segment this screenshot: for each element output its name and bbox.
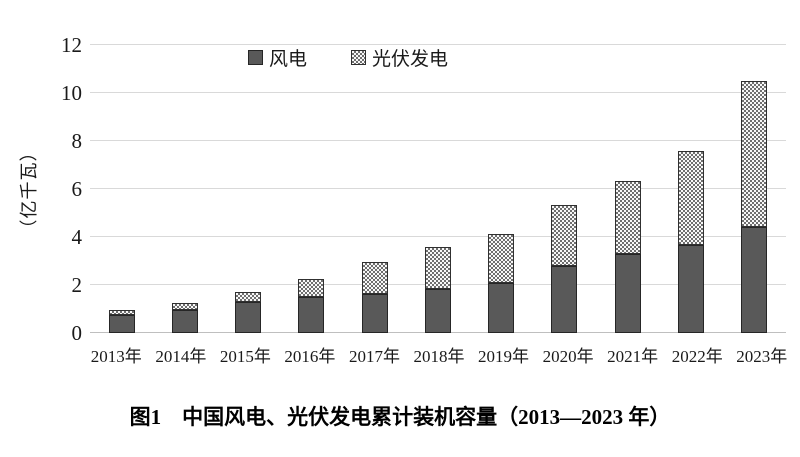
solar-segment [551, 204, 578, 266]
bar-slot [723, 45, 786, 333]
x-tick-label: 2023年 [736, 347, 788, 366]
solar-segment [171, 303, 198, 310]
bar-slot [343, 45, 406, 333]
solar-segment [424, 247, 451, 289]
stacked-bar [678, 151, 705, 333]
x-tick-label: 2021年 [607, 347, 659, 366]
gridline [90, 236, 786, 237]
legend-label-solar: 光伏发电 [372, 49, 449, 70]
bar-slot [470, 45, 533, 333]
solar-segment [678, 151, 705, 246]
stacked-bar [424, 247, 451, 333]
x-tick-label: 2016年 [284, 347, 336, 366]
wind-segment [171, 309, 198, 333]
stacked-bar [108, 309, 135, 333]
y-tick-label: 6 [71, 177, 83, 201]
stacked-bar [235, 291, 262, 333]
wind-swatch-icon [248, 50, 263, 65]
x-tick-label: 2014年 [155, 347, 207, 366]
x-tick-label: 2020年 [542, 347, 594, 366]
gridline [90, 188, 786, 189]
stacked-bar [171, 303, 198, 333]
wind-segment [678, 245, 705, 333]
solar-segment [298, 278, 325, 298]
wind-segment [235, 302, 262, 333]
bar-slot [153, 45, 216, 333]
y-tick-label: 12 [61, 33, 82, 57]
solar-segment [361, 262, 388, 294]
stacked-bar [488, 233, 515, 333]
solar-segment [741, 81, 768, 228]
solar-pattern-swatch-icon [351, 50, 367, 65]
stacked-bar [551, 204, 578, 333]
stacked-bar [614, 180, 641, 333]
stacked-bar [361, 262, 388, 333]
wind-segment [108, 314, 135, 333]
y-tick-label: 2 [71, 273, 83, 297]
bar-slot [533, 45, 596, 333]
wind-segment [298, 297, 325, 333]
x-tick-label: 2013年 [90, 347, 142, 366]
bars [90, 45, 786, 333]
x-tick-label: 2022年 [671, 347, 723, 366]
bar-slot [217, 45, 280, 333]
solar-segment [488, 233, 515, 283]
figure-caption: 图1 中国风电、光伏发电累计装机容量（2013—2023 年） [129, 405, 671, 429]
x-tick-label: 2019年 [478, 347, 530, 366]
gridline [90, 140, 786, 141]
y-axis: 0 2 4 6 8 10 12 [38, 33, 83, 345]
stacked-bar [741, 81, 768, 333]
legend: 风电 光伏发电 [248, 44, 448, 71]
legend-item-solar: 光伏发电 [351, 44, 448, 71]
x-tick-label: 2015年 [219, 347, 271, 366]
y-tick-label: 8 [71, 129, 83, 153]
stacked-bar [298, 278, 325, 333]
solar-segment [235, 291, 262, 303]
y-tick-label: 0 [71, 321, 83, 345]
bar-slot [659, 45, 722, 333]
x-axis: 2013年 2014年 2015年 2016年 2017年 2018年 2019年 2020年… [84, 342, 794, 367]
bar-slot [90, 45, 153, 333]
wind-segment [741, 227, 768, 333]
wind-segment [551, 265, 578, 333]
wind-segment [488, 282, 515, 333]
gridline [90, 92, 786, 93]
solar-segment [108, 309, 135, 315]
gridline [90, 44, 786, 45]
bar-slot [280, 45, 343, 333]
legend-item-wind: 风电 [248, 44, 307, 71]
y-tick-label: 10 [61, 81, 82, 105]
wind-segment [424, 288, 451, 333]
solar-segment [614, 180, 641, 255]
bar-slot [596, 45, 659, 333]
bar-slot [406, 45, 469, 333]
legend-label-wind: 风电 [269, 49, 308, 70]
x-tick-label: 2017年 [348, 347, 400, 366]
wind-segment [614, 254, 641, 333]
y-tick-label: 4 [71, 225, 83, 249]
wind-segment [361, 293, 388, 333]
x-tick-label: 2018年 [413, 347, 465, 366]
